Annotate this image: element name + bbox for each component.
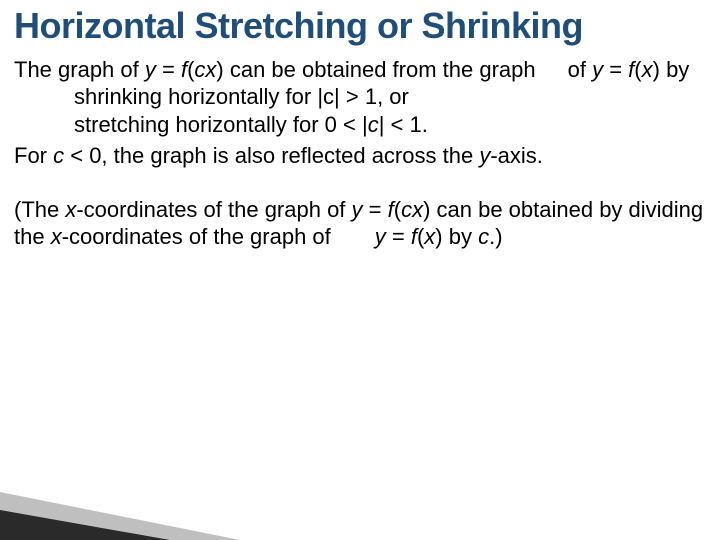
paragraph-1: The graph of y = f(cx) can be obtained f… (14, 56, 706, 139)
slide-title: Horizontal Stretching or Shrinking (14, 6, 706, 46)
text: ) (653, 57, 660, 82)
text: For (14, 143, 53, 168)
var-y: y (145, 57, 156, 82)
text: can be obtained from the graph (224, 57, 536, 82)
text: ) (216, 57, 223, 82)
var-x: x (65, 197, 76, 222)
corner-wedge-icon (0, 470, 240, 540)
text: The graph of (14, 57, 145, 82)
text: = (386, 224, 411, 249)
text: stretching horizontally for 0 < | (74, 112, 368, 137)
text: < 0, the graph is also reflected across … (64, 143, 479, 168)
var-y: y (592, 57, 603, 82)
var-cx: cx (401, 197, 423, 222)
var-y: y (352, 197, 363, 222)
text: = (156, 57, 181, 82)
indent-line-stretch: stretching horizontally for 0 < |c| < 1. (14, 111, 706, 139)
indent-line-shrink: shrinking horizontally for |c| > 1, or (14, 83, 706, 111)
text: -axis. (490, 143, 543, 168)
var-y: y (479, 143, 490, 168)
text: ( (634, 57, 641, 82)
text: (The (14, 197, 65, 222)
slide: Horizontal Stretching or Shrinking The g… (0, 0, 720, 540)
paragraph-3: (The x-coordinates of the graph of y = f… (14, 196, 706, 251)
text: ) (435, 224, 442, 249)
var-x: x (51, 224, 62, 249)
text: = (603, 57, 628, 82)
var-x: x (424, 224, 435, 249)
var-cx: cx (194, 57, 216, 82)
var-c: c (53, 143, 64, 168)
var-x: x (642, 57, 653, 82)
text: -coordinates of the graph of (76, 197, 351, 222)
text: by (443, 224, 478, 249)
text: | < 1. (379, 112, 428, 137)
text: by (660, 57, 689, 82)
text: ( (394, 197, 401, 222)
spacer (14, 174, 706, 196)
var-c: c (478, 224, 489, 249)
text: -coordinates of the graph of (62, 224, 331, 249)
paragraph-2: For c < 0, the graph is also reflected a… (14, 142, 706, 170)
body-text: The graph of y = f(cx) can be obtained f… (14, 56, 706, 251)
var-y: y (375, 224, 386, 249)
var-c: c (368, 112, 379, 137)
text: .) (489, 224, 502, 249)
text: of (568, 57, 592, 82)
text: = (363, 197, 388, 222)
